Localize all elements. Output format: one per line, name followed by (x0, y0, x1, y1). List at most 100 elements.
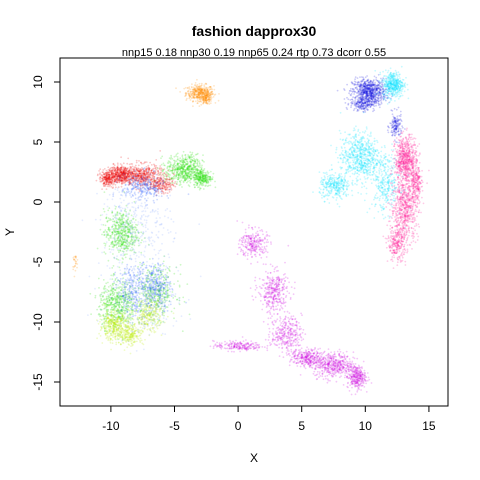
data-point (369, 105, 372, 108)
data-point (375, 184, 377, 187)
data-point (393, 256, 396, 259)
data-point (208, 89, 210, 92)
data-point (396, 149, 399, 151)
data-point (326, 198, 329, 201)
data-point (372, 161, 375, 164)
data-point (402, 137, 405, 140)
data-point (376, 141, 379, 144)
data-point (417, 235, 420, 238)
data-point (205, 92, 208, 95)
data-point (398, 93, 400, 95)
data-point (204, 93, 207, 95)
data-point (396, 214, 398, 217)
data-point (184, 86, 187, 89)
data-point (387, 131, 390, 134)
data-point (415, 198, 417, 201)
data-point (369, 171, 371, 174)
data-point (399, 237, 402, 240)
data-point (196, 94, 199, 96)
data-point (347, 162, 350, 165)
data-point (203, 99, 206, 101)
data-point (416, 232, 418, 235)
data-point (198, 96, 201, 99)
data-point (402, 159, 405, 162)
data-point (414, 186, 417, 189)
data-point (394, 179, 397, 182)
data-point (213, 85, 215, 87)
data-point (405, 183, 408, 186)
data-point (382, 217, 385, 220)
data-point (383, 181, 385, 184)
data-point (330, 168, 333, 171)
data-point (396, 76, 399, 78)
data-point (199, 86, 202, 89)
data-point (211, 93, 214, 95)
data-point (358, 139, 361, 141)
data-point (410, 138, 412, 141)
data-point (207, 91, 209, 93)
data-point (386, 129, 389, 132)
data-point (199, 92, 202, 95)
data-point (193, 91, 196, 94)
data-point (389, 249, 392, 252)
data-point (347, 165, 349, 168)
data-point (410, 157, 412, 160)
data-point (360, 142, 363, 145)
data-point (325, 171, 328, 174)
data-point (199, 90, 202, 93)
data-point (392, 267, 395, 269)
data-point (393, 80, 396, 83)
data-point (194, 94, 197, 97)
data-point (401, 160, 403, 163)
data-point (399, 140, 401, 142)
data-point (345, 168, 347, 171)
data-point (377, 84, 380, 86)
data-point (384, 80, 387, 83)
data-point (368, 145, 371, 148)
data-point (199, 93, 202, 95)
data-point (377, 187, 380, 190)
data-point (365, 84, 368, 87)
data-point (344, 131, 346, 134)
data-point (196, 88, 199, 90)
data-point (341, 179, 343, 182)
data-point (199, 89, 202, 92)
data-point (387, 69, 390, 72)
data-point (373, 98, 376, 101)
data-point (343, 156, 345, 159)
data-point (392, 72, 394, 75)
data-point (192, 95, 194, 97)
data-point (401, 139, 404, 142)
data-point (368, 207, 371, 210)
data-point (198, 96, 201, 99)
data-point (355, 144, 358, 147)
data-point (381, 213, 384, 216)
data-point (321, 183, 324, 186)
data-point (198, 91, 201, 94)
data-point (341, 149, 344, 152)
data-point (394, 193, 397, 196)
data-point (381, 161, 383, 164)
data-point (202, 97, 205, 100)
data-point (360, 138, 362, 140)
data-point (204, 89, 207, 91)
data-point (361, 105, 364, 108)
data-point (418, 143, 421, 145)
data-point (209, 88, 211, 90)
data-point (207, 90, 210, 93)
data-point (416, 145, 419, 148)
data-point (387, 188, 390, 191)
data-point (386, 170, 389, 173)
data-point (364, 101, 367, 104)
data-point (394, 154, 396, 157)
data-point (322, 178, 325, 181)
data-point (194, 89, 197, 92)
data-point (362, 169, 365, 172)
data-point (365, 106, 367, 108)
data-point (349, 170, 351, 172)
data-point (196, 96, 198, 99)
data-point (371, 143, 373, 146)
data-point (384, 158, 387, 161)
data-point (333, 177, 336, 179)
data-point (195, 85, 198, 87)
